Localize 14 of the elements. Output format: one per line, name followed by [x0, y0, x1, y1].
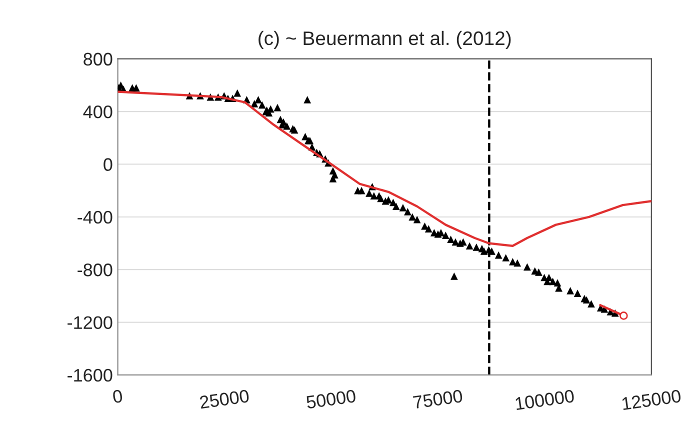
- x-tick-label: 0: [112, 389, 123, 404]
- x-tick-label: 50000: [306, 389, 356, 409]
- y-tick-label: -400: [78, 210, 112, 224]
- x-tick-label: 100000: [515, 389, 575, 410]
- y-tick-label: 400: [83, 105, 112, 118]
- chart-title: (c) ~ Beuermann et al. (2012): [258, 30, 511, 49]
- x-tick-label: 125000: [622, 389, 682, 410]
- y-tick-label: -1200: [68, 316, 112, 329]
- y-tick-label: 800: [84, 52, 112, 66]
- x-tick-label: 75000: [412, 389, 463, 409]
- y-tick-label: -1600: [68, 368, 112, 382]
- y-tick-label: 0: [104, 158, 112, 171]
- y-tick-label: -800: [78, 264, 112, 276]
- x-tick-label: 25000: [199, 389, 250, 409]
